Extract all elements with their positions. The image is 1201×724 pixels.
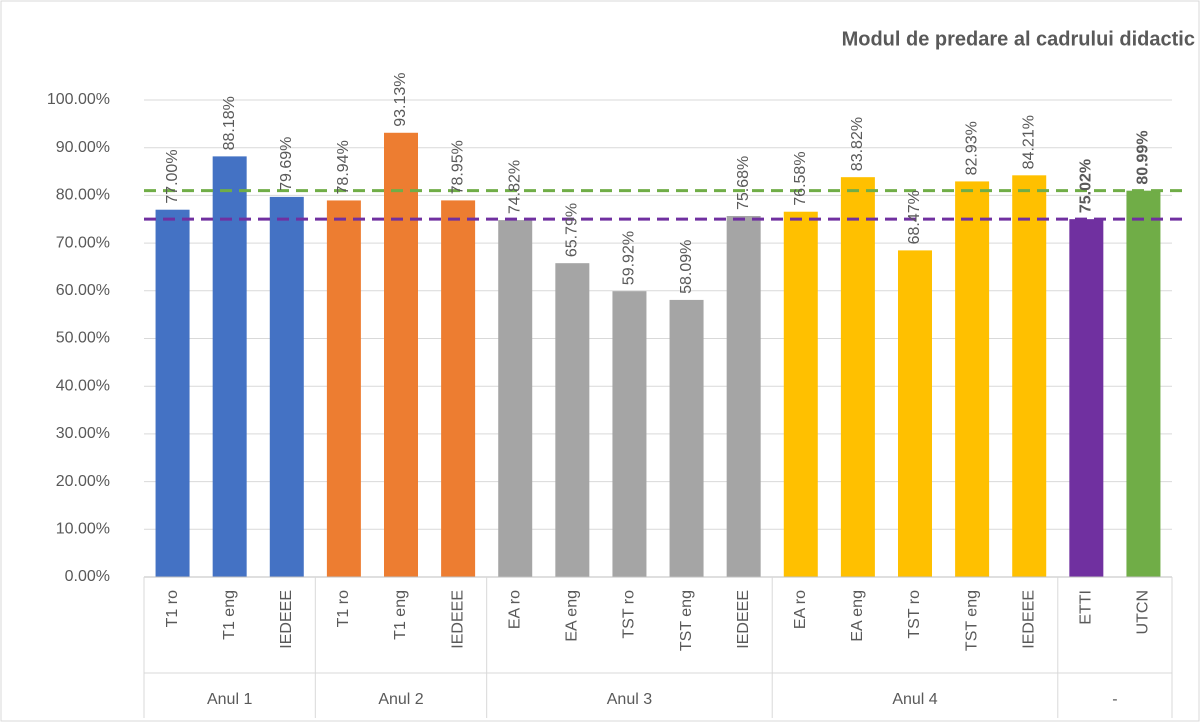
- bar: [1012, 175, 1047, 577]
- group-label: Anul 2: [378, 691, 423, 708]
- group-label: Anul 1: [207, 691, 252, 708]
- x-tick-label: T1 eng: [392, 590, 409, 640]
- bar: [726, 216, 761, 577]
- y-tick-label: 70.00%: [56, 234, 110, 251]
- data-label: 78.95%: [449, 140, 466, 194]
- y-tick-label: 10.00%: [56, 521, 110, 538]
- x-tick-label: T1 eng: [221, 590, 238, 640]
- data-label: 58.09%: [678, 240, 695, 294]
- data-label: 80.99%: [1135, 130, 1152, 184]
- data-label: 84.21%: [1020, 115, 1037, 169]
- x-tick-label: T1 ro: [335, 590, 352, 627]
- bar: [269, 196, 304, 577]
- data-label: 93.13%: [392, 73, 409, 127]
- x-tick-label: UTCN: [1135, 590, 1152, 634]
- x-tick-label: IEDEEE: [1020, 590, 1037, 649]
- group-label: Anul 3: [607, 691, 652, 708]
- y-tick-label: 40.00%: [56, 377, 110, 394]
- y-tick-label: 20.00%: [56, 473, 110, 490]
- data-label: 75.02%: [1078, 159, 1095, 213]
- bar: [955, 181, 990, 578]
- bar: [212, 156, 247, 577]
- bar: [498, 220, 533, 578]
- x-tick-label: ETTI: [1078, 590, 1095, 625]
- bar: [555, 263, 590, 577]
- y-tick-label: 50.00%: [56, 330, 110, 347]
- chart-title: Modul de predare al cadrului didactic: [842, 28, 1195, 50]
- data-label: 79.69%: [278, 137, 295, 191]
- x-tick-label: T1 ro: [164, 590, 181, 627]
- bar: [669, 299, 704, 577]
- group-label: Anul 4: [892, 691, 937, 708]
- x-tick-label: IEDEEE: [278, 590, 295, 649]
- data-label: 77.00%: [164, 149, 181, 203]
- x-tick-label: TST eng: [678, 590, 695, 651]
- bar: [155, 209, 190, 577]
- x-tick-label: TST eng: [963, 590, 980, 651]
- bar: [326, 200, 361, 577]
- y-tick-label: 80.00%: [56, 187, 110, 204]
- data-label: 78.94%: [335, 140, 352, 194]
- bar: [783, 211, 818, 578]
- x-tick-label: EA ro: [792, 590, 809, 629]
- bar: [441, 200, 476, 577]
- data-label: 75.68%: [735, 156, 752, 210]
- y-tick-label: 100.00%: [47, 91, 110, 108]
- data-label: 65.79%: [564, 203, 581, 257]
- x-tick-label: IEDEEE: [735, 590, 752, 649]
- data-label: 68.47%: [906, 190, 923, 244]
- group-label: -: [1112, 691, 1117, 708]
- y-tick-label: 90.00%: [56, 139, 110, 156]
- x-tick-label: IEDEEE: [449, 590, 466, 649]
- y-tick-label: 0.00%: [65, 568, 110, 585]
- x-tick-label: EA eng: [564, 590, 581, 642]
- x-tick-label: EA eng: [849, 590, 866, 642]
- x-tick-label: TST ro: [621, 590, 638, 639]
- data-label: 83.82%: [849, 117, 866, 171]
- bar: [612, 291, 647, 577]
- bar: [840, 177, 875, 578]
- data-label: 59.92%: [621, 231, 638, 285]
- bar: [898, 250, 932, 577]
- data-label: 82.93%: [963, 121, 980, 175]
- data-label: 74.82%: [506, 160, 523, 214]
- bar: [1126, 190, 1161, 577]
- bar: [384, 132, 418, 577]
- data-label: 88.18%: [221, 96, 238, 150]
- x-tick-label: TST ro: [906, 590, 923, 639]
- x-tick-label: EA ro: [506, 590, 523, 629]
- y-tick-label: 30.00%: [56, 425, 110, 442]
- bar: [1069, 219, 1104, 577]
- y-tick-label: 60.00%: [56, 282, 110, 299]
- data-label: 76.58%: [792, 151, 809, 205]
